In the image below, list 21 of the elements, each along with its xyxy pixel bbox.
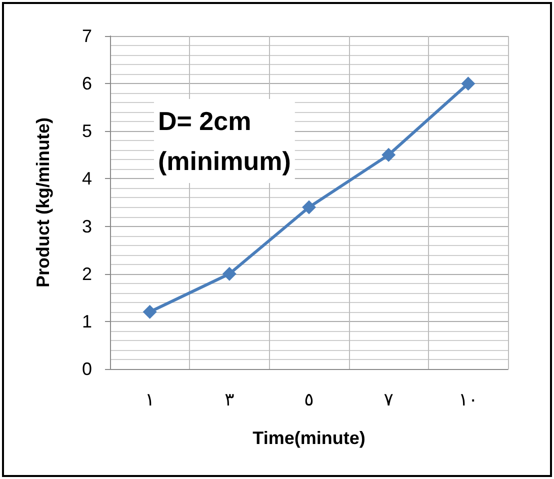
y-tick-label: 5 (82, 121, 92, 142)
annotation: D= 2cm (minimum) (158, 106, 291, 176)
y-tick-label: 0 (82, 359, 92, 379)
y-tick-label: 1 (82, 311, 92, 332)
y-tick-label: 2 (82, 264, 92, 284)
x-axis-title: Time(minute) (252, 428, 366, 448)
x-tick-label: ١ (144, 390, 155, 410)
y-tick-label: 7 (82, 26, 92, 46)
x-tick-label: ٣ (224, 390, 235, 410)
y-tick-label: 4 (82, 168, 92, 189)
y-tick-label: 3 (82, 216, 92, 236)
point (222, 266, 236, 281)
x-tick-label: ٥ (304, 390, 314, 410)
y-axis-title: Product (kg/minute) (33, 117, 53, 288)
point (461, 76, 476, 91)
y-tick-label: 6 (82, 74, 92, 94)
point (382, 148, 396, 162)
point (302, 200, 316, 214)
point (142, 304, 157, 319)
x-tick-label: ١٠ (458, 390, 478, 410)
x-tick-label: ٧ (384, 390, 394, 410)
